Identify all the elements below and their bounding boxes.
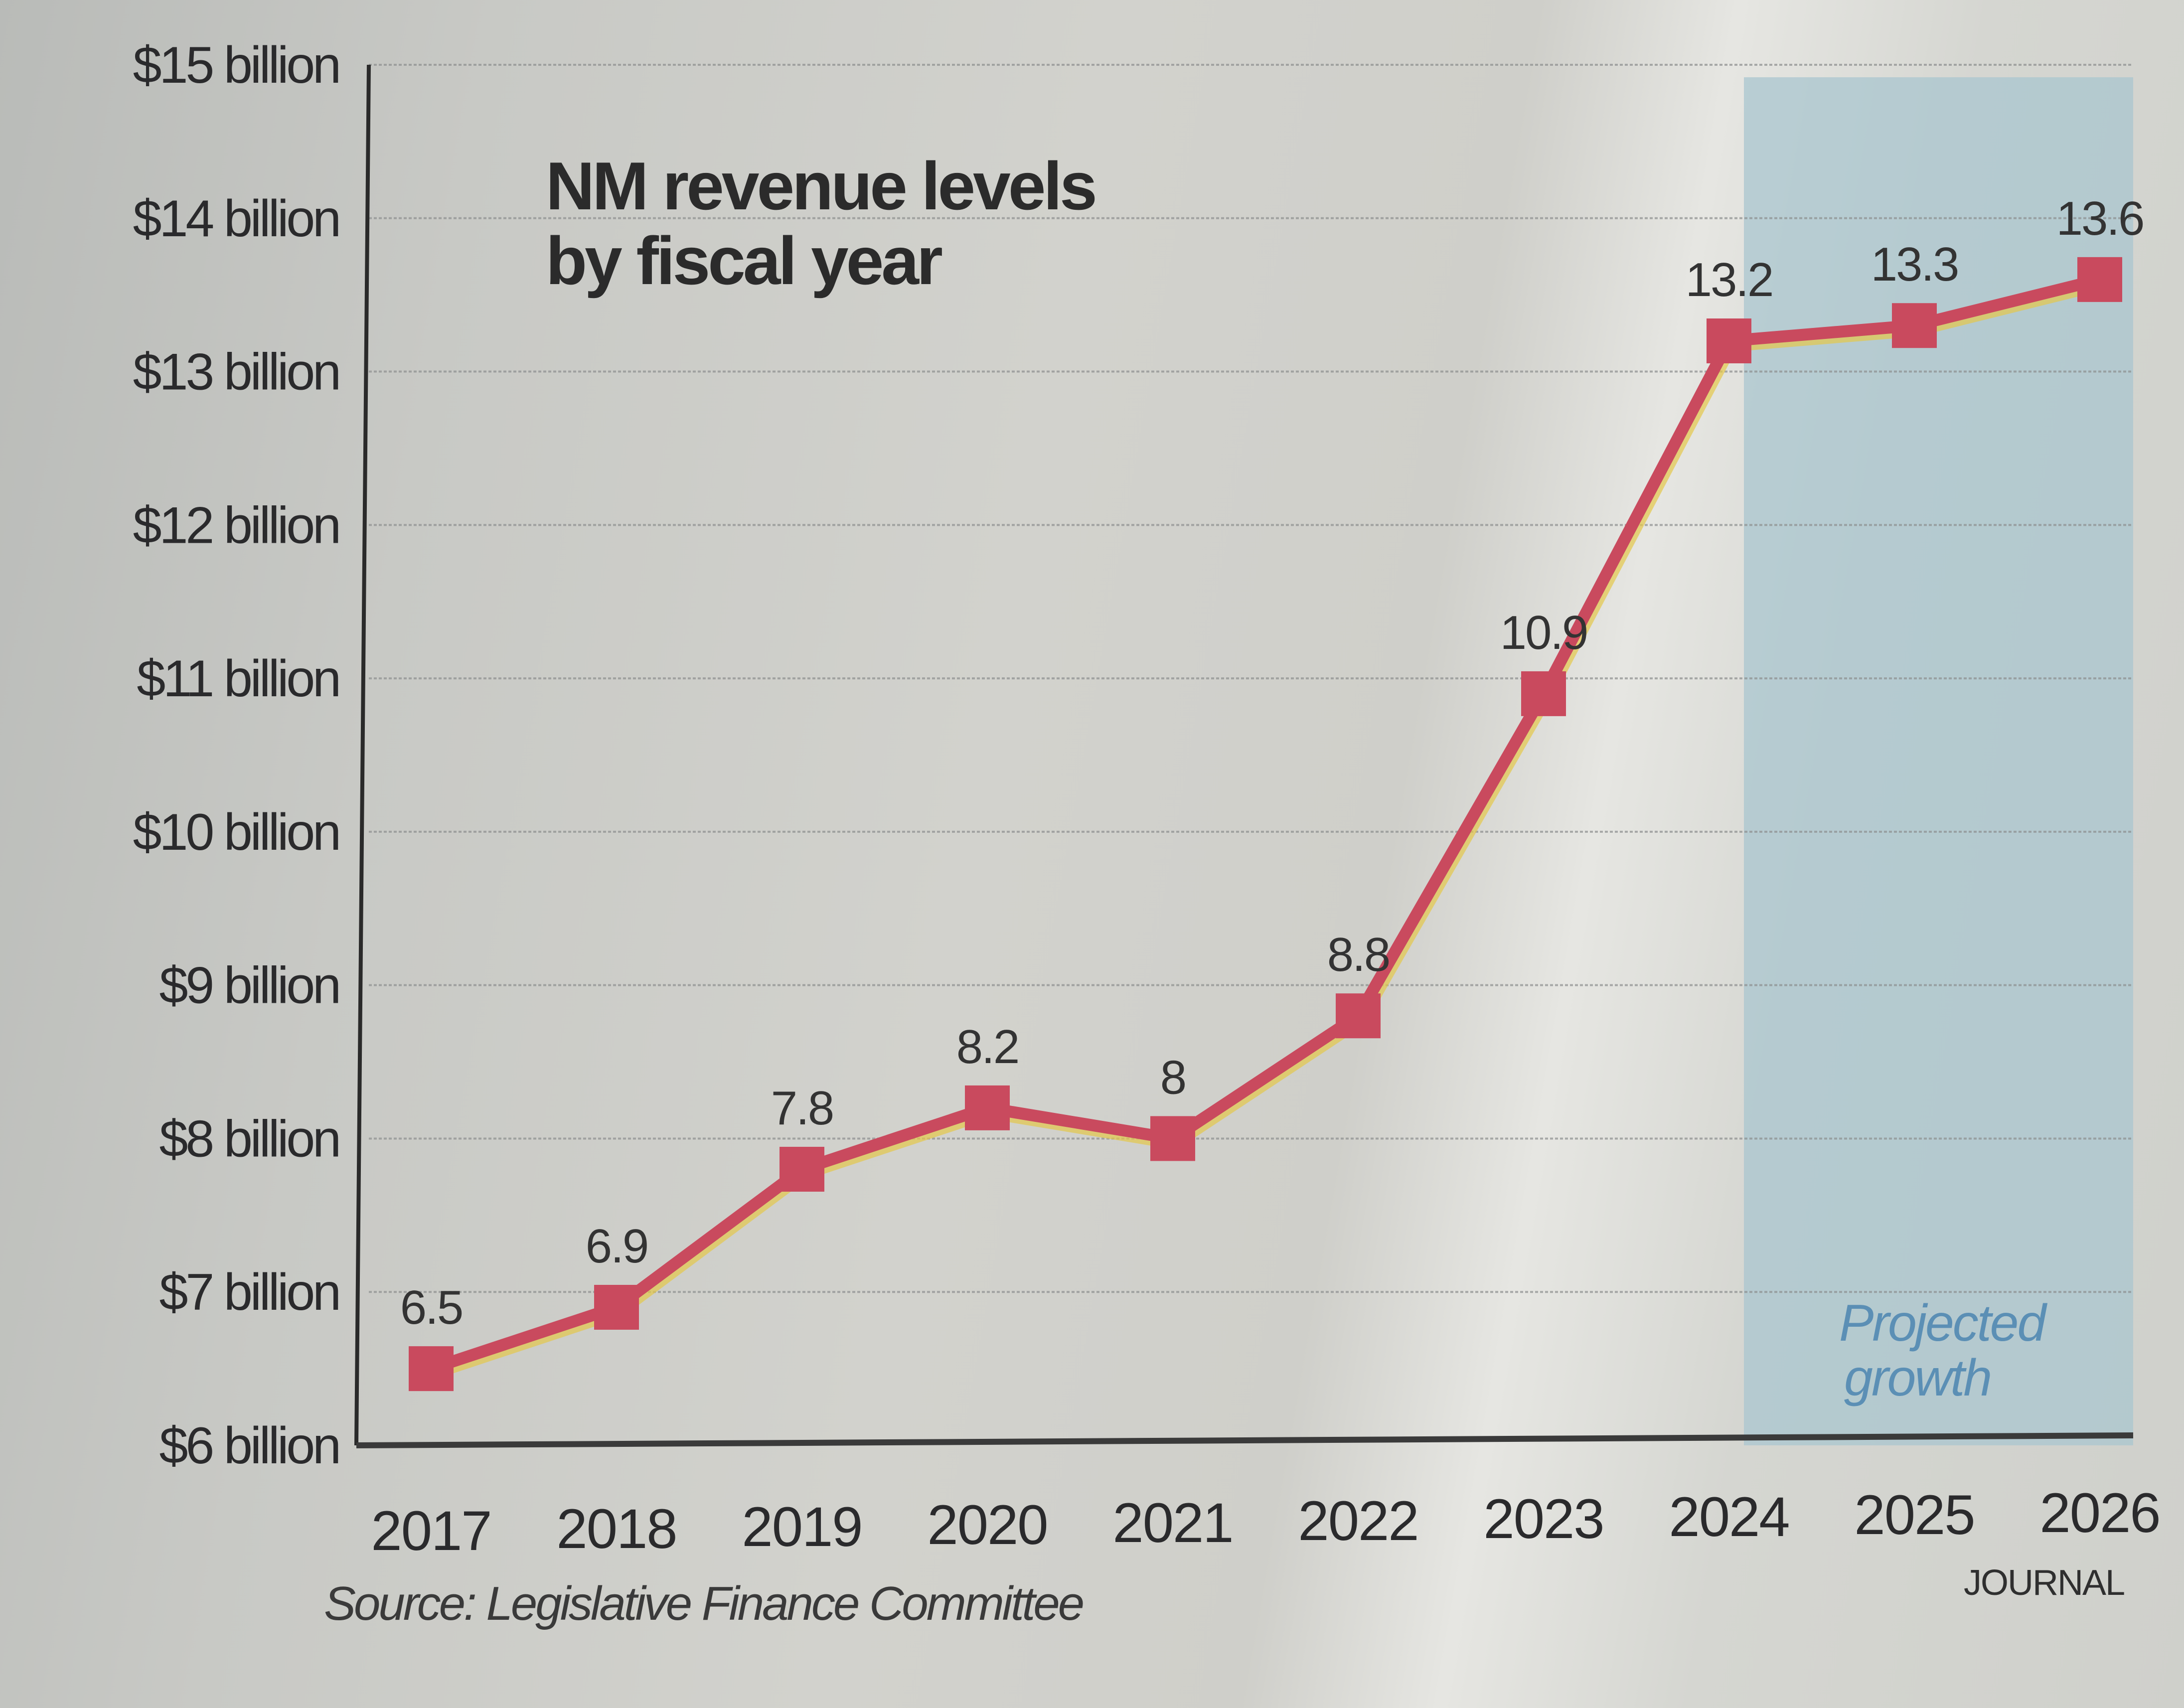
y-tick-label-13: $13 billion <box>133 343 339 401</box>
projected-region-layer <box>1744 77 2133 1445</box>
data-labels: 6.5 6.9 7.8 8.2 8 8.8 10.9 13.2 13.3 13.6 <box>400 192 2145 1334</box>
x-tick-label-2026: 2026 <box>2039 1482 2160 1544</box>
projected-label-line-2: growth <box>1844 1349 1991 1407</box>
projected-label-line-1: Projected <box>1839 1294 2048 1352</box>
gridlines <box>369 64 2133 1293</box>
x-tick-label-2024: 2024 <box>1669 1486 1789 1548</box>
data-point-2018 <box>594 1285 639 1330</box>
series-line-layer <box>429 274 2104 1380</box>
x-tick-label-2018: 2018 <box>556 1498 676 1560</box>
y-tick-label-7: $7 billion <box>159 1263 339 1321</box>
x-axis-line <box>356 1432 2134 1448</box>
data-point-2017 <box>409 1346 454 1392</box>
x-tick-labels: 2017 2018 2019 2020 2021 2022 2023 2024 2025 2026 <box>371 1482 2161 1562</box>
y-tick-label-15: $15 billion <box>133 36 339 94</box>
data-point-2019 <box>780 1147 824 1192</box>
x-tick-label-2017: 2017 <box>371 1500 491 1562</box>
y-tick-label-6: $6 billion <box>159 1417 339 1475</box>
series-line <box>429 274 2101 1375</box>
y-tick-label-12: $12 billion <box>133 496 339 554</box>
data-label-2020: 8.2 <box>956 1020 1018 1074</box>
series-markers <box>409 257 2122 1392</box>
y-tick-label-14: $14 billion <box>133 190 339 248</box>
data-label-2026: 13.6 <box>2056 192 2144 245</box>
data-label-2019: 7.8 <box>771 1082 833 1135</box>
data-label-2025: 13.3 <box>1871 238 1958 291</box>
projected-growth-region <box>1744 77 2133 1445</box>
x-tick-label-2021: 2021 <box>1112 1492 1233 1554</box>
publication-credit: JOURNAL <box>1964 1563 2124 1603</box>
data-label-2017: 6.5 <box>400 1281 462 1334</box>
x-tick-label-2020: 2020 <box>927 1494 1047 1556</box>
data-point-2023 <box>1521 671 1566 716</box>
data-point-2022 <box>1336 993 1381 1039</box>
y-tick-label-11: $11 billion <box>137 650 339 708</box>
data-point-2026 <box>2077 257 2122 302</box>
data-label-2024: 13.2 <box>1686 253 1773 307</box>
x-tick-label-2019: 2019 <box>742 1496 862 1558</box>
source-note: Source: Legislative Finance Committee <box>324 1577 1083 1630</box>
data-label-2022: 8.8 <box>1327 928 1389 981</box>
data-point-2025 <box>1892 303 1937 348</box>
y-axis-line <box>354 64 371 1446</box>
axes <box>354 64 2134 1448</box>
data-label-2021: 8 <box>1160 1051 1185 1104</box>
data-point-2021 <box>1150 1116 1195 1161</box>
data-point-2024 <box>1707 318 1751 363</box>
y-tick-label-9: $9 billion <box>159 957 339 1015</box>
data-label-2023: 10.9 <box>1500 606 1587 659</box>
chart-title-line-1: NM revenue levels <box>546 148 1095 224</box>
data-point-2020 <box>965 1085 1010 1130</box>
chart-title-line-2: by fiscal year <box>546 223 942 299</box>
x-tick-label-2025: 2025 <box>1854 1484 1974 1546</box>
y-tick-labels: $6 billion $7 billion $8 billion $9 billion… <box>133 36 341 1475</box>
y-tick-label-8: $8 billion <box>159 1110 339 1168</box>
x-tick-label-2023: 2023 <box>1483 1488 1603 1550</box>
data-label-2018: 6.9 <box>586 1220 647 1273</box>
y-tick-label-10: $10 billion <box>133 803 339 861</box>
x-tick-label-2022: 2022 <box>1298 1490 1418 1552</box>
